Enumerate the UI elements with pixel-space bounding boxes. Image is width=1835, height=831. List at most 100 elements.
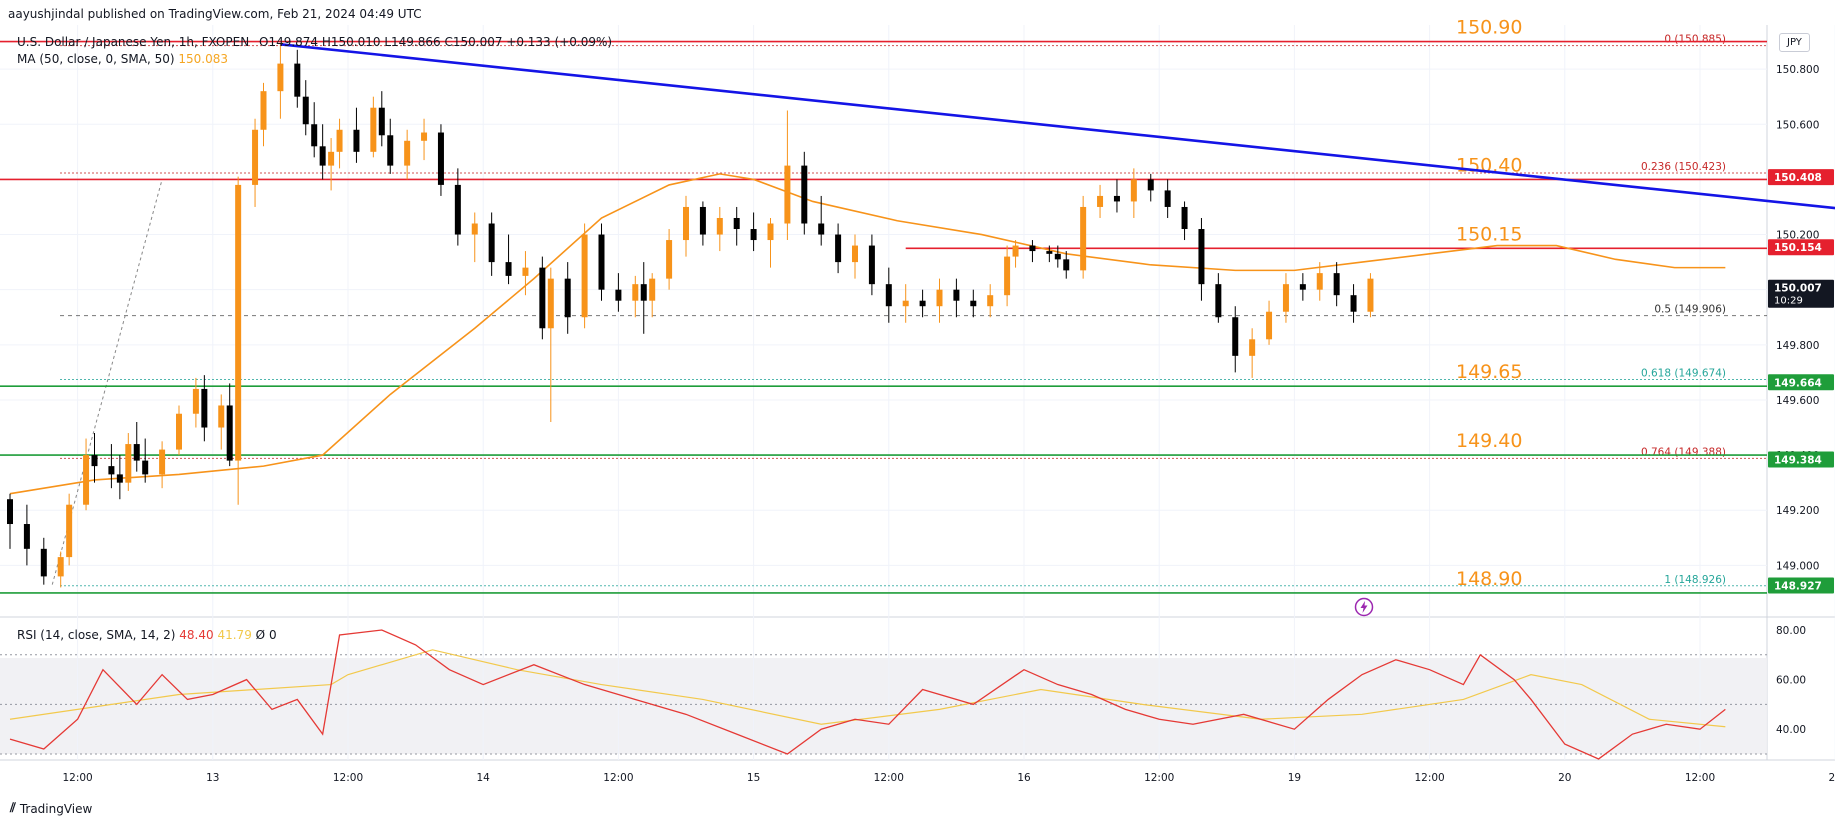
candle-body: [885, 284, 892, 307]
candle-body: [159, 449, 166, 475]
candle-body: [615, 289, 622, 301]
candle-body: [311, 124, 318, 147]
publisher-line: aayushjindal published on TradingView.co…: [8, 7, 422, 21]
candle-body: [235, 184, 242, 461]
candle-body: [226, 405, 233, 461]
candle-body: [116, 474, 123, 483]
trendline-line: [280, 43, 1835, 210]
candle-body: [1299, 284, 1306, 290]
legend-rsi[interactable]: RSI (14, close, SMA, 14, 2) 48.40 41.79 …: [17, 628, 277, 642]
price-axis[interactable]: 150.800150.600150.400150.200150.000149.8…: [1776, 64, 1819, 572]
candle-body: [1063, 259, 1070, 271]
candle-body: [1130, 179, 1137, 202]
trendline[interactable]: [280, 43, 1835, 215]
candle-body: [454, 184, 461, 235]
candle-body: [252, 129, 259, 185]
price-tick: 150.200: [1776, 230, 1819, 242]
candle-body: [108, 466, 115, 475]
price-badge-text: 150.007: [1774, 283, 1822, 295]
time-tick: 15: [747, 772, 760, 784]
candle-body: [1333, 273, 1340, 296]
candle-body: [598, 234, 605, 290]
ma-label: MA (50, close, 0, SMA, 50): [17, 52, 175, 66]
time-tick: 16: [1017, 772, 1031, 784]
candle-body: [7, 499, 13, 525]
candle-body: [404, 140, 411, 166]
candle-body: [83, 455, 90, 505]
fib-label: 0.764 (149.388): [1641, 446, 1726, 458]
candle-body: [328, 151, 335, 166]
time-tick: 13: [206, 772, 219, 784]
candle-body: [125, 444, 132, 483]
candle-body: [192, 388, 199, 414]
candle-body: [987, 295, 994, 307]
fib-diagonal: [51, 179, 163, 585]
candle-body: [936, 289, 943, 307]
price-badge-text: 148.927: [1774, 581, 1822, 593]
symbol-title[interactable]: U.S. Dollar / Japanese Yen, 1h, FXOPEN: [17, 35, 250, 49]
candle-body: [970, 300, 977, 307]
candle-body: [260, 91, 267, 130]
legend-symbol: U.S. Dollar / Japanese Yen, 1h, FXOPEN O…: [17, 35, 612, 49]
ma-value: 150.083: [178, 52, 228, 66]
price-pane: [0, 25, 1767, 615]
candle-body: [1164, 190, 1171, 207]
candle-body: [640, 284, 647, 301]
candle-body: [733, 217, 740, 230]
candle-body: [437, 132, 444, 185]
candle-body: [666, 240, 673, 279]
rsi-tick: 80.00: [1776, 625, 1806, 637]
candle-body: [801, 165, 808, 224]
candle-body: [539, 267, 546, 329]
candle-body: [1249, 339, 1256, 356]
time-tick: 12:00: [62, 772, 92, 784]
level-label: 148.90: [1456, 568, 1522, 590]
candle-body: [302, 96, 309, 125]
candle-body: [505, 262, 512, 276]
candle-body: [632, 284, 639, 301]
fib-label: 0.5 (149.906): [1654, 304, 1726, 316]
price-badge-bg: [1768, 239, 1834, 256]
candle-body: [1004, 256, 1011, 296]
rsi-tick: 40.00: [1776, 724, 1806, 736]
lightning-alert-icon[interactable]: [1354, 597, 1374, 617]
time-tick: 19: [1288, 772, 1301, 784]
rsi-label: RSI (14, close, SMA, 14, 2): [17, 628, 176, 642]
candle-body: [1113, 195, 1120, 202]
currency-button[interactable]: JPY: [1779, 33, 1810, 52]
rsi-value: 48.40: [179, 628, 214, 642]
candle-body: [336, 129, 343, 152]
candle-body: [1046, 251, 1053, 254]
candle-body: [57, 557, 64, 577]
tradingview-branding[interactable]: ⫽ TradingView: [10, 801, 92, 816]
candle-body: [1316, 273, 1323, 290]
candle-body: [218, 405, 225, 428]
time-axis[interactable]: 12:00 13 12:00 14 12:00 15 12:00 16 12:00 19 12:00…: [62, 772, 1835, 784]
rsi-ma-line: [9, 649, 1726, 728]
candle-body: [277, 63, 284, 92]
ma50-line: [9, 173, 1726, 495]
price-tick: 150.800: [1776, 64, 1819, 76]
time-tick: 12:00: [1685, 772, 1715, 784]
ma50-path: [9, 173, 1726, 495]
candle-body: [1012, 245, 1019, 257]
candle-body: [953, 289, 960, 301]
price-badge-text: 149.384: [1774, 455, 1822, 467]
legend-ma[interactable]: MA (50, close, 0, SMA, 50) 150.083: [17, 52, 228, 66]
fib-label: 0 (150.885): [1664, 34, 1726, 46]
time-tick: 12:00: [603, 772, 633, 784]
candle-body: [1029, 245, 1036, 252]
price-badge-sub: 10:29: [1774, 296, 1803, 307]
candle-body: [1350, 295, 1357, 312]
price-tick: 149.200: [1776, 505, 1819, 517]
rsi-tick: 60.00: [1776, 675, 1806, 687]
price-tick: 149.600: [1776, 395, 1819, 407]
candle-body: [784, 165, 791, 224]
rsi-band: [0, 658, 1767, 754]
candle-body: [294, 63, 301, 97]
candle-body: [1367, 278, 1374, 312]
candle-body: [1054, 253, 1061, 260]
level-label: 149.40: [1456, 430, 1522, 452]
